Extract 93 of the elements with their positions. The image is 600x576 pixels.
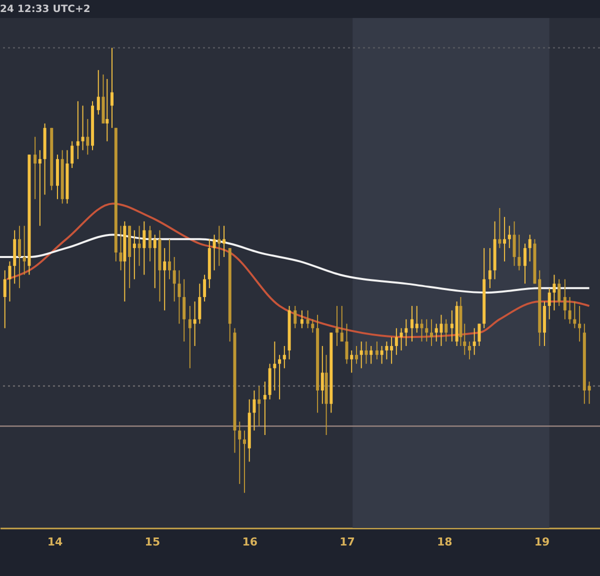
candlestick xyxy=(306,310,310,329)
candlestick xyxy=(168,238,171,280)
candlestick xyxy=(34,136,37,200)
candlestick xyxy=(444,318,448,342)
candlestick xyxy=(463,323,466,356)
candlestick xyxy=(340,305,344,342)
candlestick xyxy=(360,341,363,369)
candlestick xyxy=(18,225,21,289)
candlestick xyxy=(163,248,166,311)
candlestick xyxy=(375,341,378,360)
candlestick xyxy=(320,345,324,404)
candlestick xyxy=(354,345,358,364)
candlestick xyxy=(222,225,226,258)
candlestick xyxy=(518,234,521,271)
candlestick xyxy=(38,150,42,226)
candlestick xyxy=(524,243,526,284)
candlestick xyxy=(552,274,556,311)
candlestick xyxy=(528,234,532,262)
candlestick xyxy=(420,318,424,342)
candlestick xyxy=(394,328,398,356)
candlestick xyxy=(138,225,141,266)
candlestick xyxy=(336,305,339,346)
candlestick xyxy=(22,225,26,276)
candlestick xyxy=(472,328,476,356)
candlestick xyxy=(558,278,561,306)
candlestick xyxy=(132,230,136,280)
candlestick xyxy=(263,381,266,436)
candlestick xyxy=(588,381,591,404)
candlestick xyxy=(96,70,100,116)
candlestick xyxy=(568,296,572,324)
candlestick xyxy=(86,118,90,156)
candlestick xyxy=(364,341,368,364)
candlestick xyxy=(400,328,403,351)
candlestick xyxy=(385,341,388,360)
x-tick-label: 15 xyxy=(144,536,160,548)
candlestick xyxy=(203,274,206,302)
candlestick xyxy=(106,78,109,142)
candlestick xyxy=(300,310,304,329)
candlestick xyxy=(8,260,12,302)
candlestick xyxy=(508,225,511,249)
candlestick xyxy=(350,350,354,374)
text: 24 12:33 UTC+2 xyxy=(0,4,90,15)
candlestick xyxy=(238,421,242,484)
x-tick-label: 16 xyxy=(242,536,258,548)
candlestick xyxy=(450,310,454,342)
candlestick xyxy=(468,341,471,360)
candlestick xyxy=(212,234,216,271)
x-tick-label: 17 xyxy=(340,536,355,548)
x-tick-label: 19 xyxy=(534,536,550,548)
candlestick xyxy=(76,100,80,160)
candlestick xyxy=(278,354,282,400)
candlestick xyxy=(273,341,276,391)
candlestick xyxy=(282,345,286,369)
candlestick xyxy=(252,390,256,432)
candlestick xyxy=(430,318,433,346)
candlestick xyxy=(188,305,192,369)
candlestick xyxy=(153,234,156,289)
candlestick xyxy=(410,305,414,342)
candlestick xyxy=(110,47,114,128)
candlestick xyxy=(573,300,576,329)
candlestick xyxy=(503,216,506,262)
candlestick xyxy=(198,283,202,324)
x-tick-label: 18 xyxy=(437,536,452,548)
candlestick xyxy=(258,386,261,427)
candlestick xyxy=(498,208,502,249)
candlestick xyxy=(311,318,314,334)
candlestick xyxy=(488,248,492,289)
candlestick xyxy=(425,318,428,342)
candlestick xyxy=(70,140,74,168)
candlestick xyxy=(178,270,181,324)
candlestick xyxy=(404,318,408,346)
candlestick xyxy=(193,300,196,346)
candlestick xyxy=(119,225,122,271)
candlestick xyxy=(172,256,176,302)
candlestick xyxy=(218,225,221,266)
candlestick xyxy=(512,220,516,266)
candlestick xyxy=(578,305,582,342)
candlestick xyxy=(478,323,481,346)
candlestick xyxy=(548,288,551,320)
candlestick xyxy=(182,278,186,342)
candlestick xyxy=(415,305,418,334)
candlestick xyxy=(563,278,566,320)
candlestick xyxy=(345,323,348,364)
candlestick xyxy=(142,220,146,276)
candlestick xyxy=(242,430,246,494)
candlestick xyxy=(370,345,373,364)
candlestick xyxy=(380,345,384,364)
candlestick xyxy=(3,270,6,329)
candlestick xyxy=(294,305,297,329)
candlestick xyxy=(81,105,84,151)
x-tick-label: 14 xyxy=(47,536,64,548)
candlestick xyxy=(390,336,394,364)
candlestick xyxy=(148,225,152,262)
